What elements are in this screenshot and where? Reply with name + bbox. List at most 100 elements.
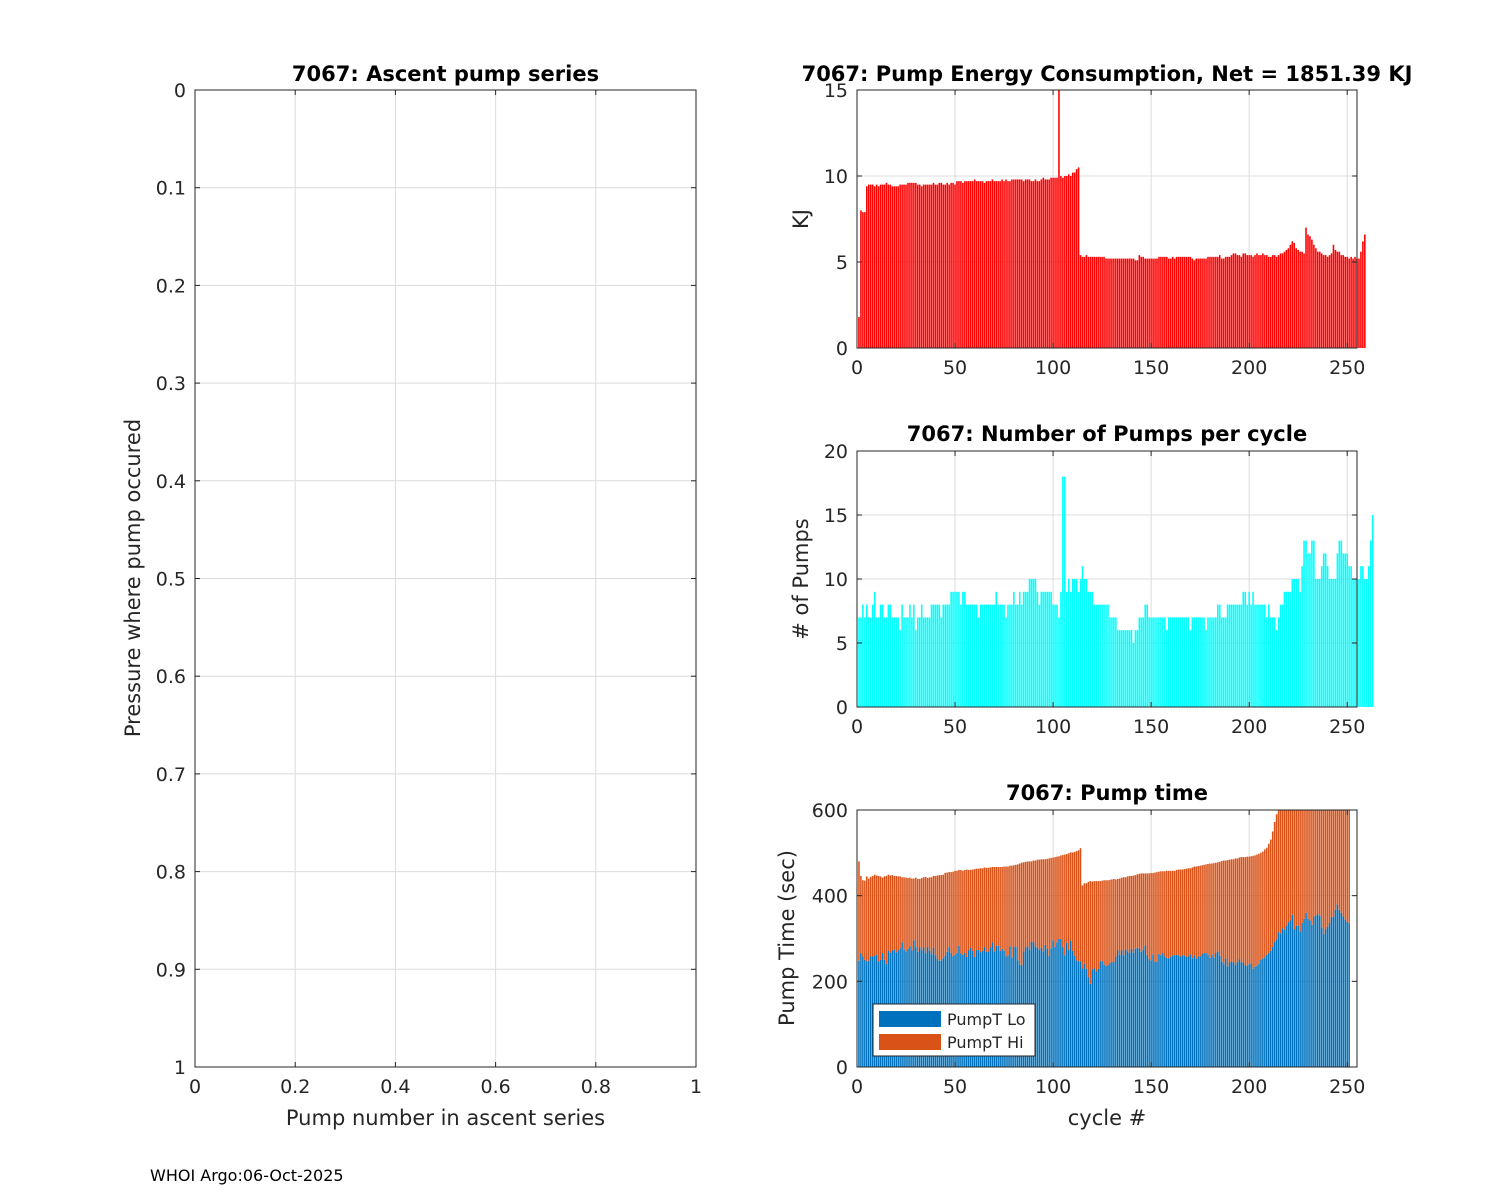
y-tick-label: 0.6 xyxy=(156,666,186,688)
bar xyxy=(1069,591,1072,707)
bar xyxy=(1297,249,1299,348)
bar xyxy=(1318,251,1321,348)
bar xyxy=(913,182,915,348)
bar xyxy=(1222,617,1225,707)
bar xyxy=(1073,172,1076,348)
bar-pumpt-hi xyxy=(1089,881,1092,984)
bar xyxy=(1142,617,1145,707)
x-tick-label: 200 xyxy=(1231,357,1267,379)
bar xyxy=(901,604,903,707)
bar-pumpt-lo xyxy=(1252,968,1254,1067)
bar xyxy=(1271,255,1274,348)
bar xyxy=(1189,630,1192,707)
bar xyxy=(1346,256,1348,348)
bar xyxy=(860,210,862,348)
bar xyxy=(1309,236,1311,348)
bar xyxy=(1087,256,1090,348)
bar xyxy=(1007,604,1009,707)
bar-pumpt-hi xyxy=(1301,810,1303,924)
bar-pumpt-lo xyxy=(1283,929,1286,1067)
bar-pumpt-hi xyxy=(858,861,860,961)
bar xyxy=(1046,179,1048,348)
bar-pumpt-hi xyxy=(1038,859,1041,950)
bar xyxy=(1167,617,1170,707)
bar-pumpt-hi xyxy=(1220,860,1223,962)
bar xyxy=(1124,630,1127,707)
bar-pumpt-hi xyxy=(1320,810,1323,928)
bar xyxy=(1264,604,1266,707)
y-tick-label: 5 xyxy=(836,633,848,655)
bar-pumpt-hi xyxy=(1001,866,1003,949)
bar-pumpt-lo xyxy=(1279,933,1282,1067)
bar xyxy=(1371,515,1374,707)
bar-pumpt-hi xyxy=(1234,858,1237,965)
bar-pumpt-hi xyxy=(971,869,974,951)
bar-pumpt-hi xyxy=(952,871,954,957)
bar-pumpt-hi xyxy=(889,875,892,953)
bar-pumpt-hi xyxy=(960,869,962,954)
bar-pumpt-hi xyxy=(1134,875,1137,949)
bar-pumpt-lo xyxy=(1183,955,1186,1067)
bar-pumpt-lo xyxy=(1136,947,1139,1067)
bar xyxy=(899,630,901,707)
bar-pumpt-hi xyxy=(1113,878,1115,963)
bar xyxy=(1167,258,1170,348)
bar-pumpt-hi xyxy=(1222,860,1225,965)
bar xyxy=(877,186,880,348)
bar xyxy=(1066,176,1068,348)
bar xyxy=(1328,255,1331,348)
bar-pumpt-hi xyxy=(1271,831,1274,948)
bar-pumpt-lo xyxy=(1156,962,1158,1067)
bar xyxy=(1036,591,1039,707)
bar-pumpt-lo xyxy=(1299,931,1301,1067)
bar xyxy=(1275,630,1278,707)
bar-pumpt-hi xyxy=(1052,857,1054,941)
bar xyxy=(1132,258,1135,348)
y-tick-label: 10 xyxy=(824,166,848,188)
bar-pumpt-hi xyxy=(1177,869,1180,956)
bar xyxy=(920,186,923,348)
bar xyxy=(981,604,984,707)
bar xyxy=(1079,579,1082,707)
bar xyxy=(1044,179,1047,348)
bar-pumpt-lo xyxy=(1348,923,1350,1067)
bar-pumpt-lo xyxy=(1126,951,1129,1067)
bar-pumpt-lo xyxy=(1132,952,1135,1067)
bar xyxy=(1201,617,1203,707)
bar-pumpt-hi xyxy=(1262,851,1264,959)
bar xyxy=(1099,604,1101,707)
bar-pumpt-lo xyxy=(1162,953,1164,1067)
bar-pumpt-lo xyxy=(1195,958,1197,1067)
bar-pumpt-hi xyxy=(1079,848,1082,962)
footer-stamp: WHOI Argo:06-Oct-2025 xyxy=(150,1166,344,1185)
bar xyxy=(1218,604,1221,707)
bar-pumpt-hi xyxy=(1295,810,1297,926)
bar xyxy=(1246,255,1248,348)
bar xyxy=(1317,579,1319,707)
x-tick-label: 250 xyxy=(1329,1076,1365,1098)
bar xyxy=(881,604,884,707)
y-axis-label: # of Pumps xyxy=(789,518,813,640)
bar-pumpt-lo xyxy=(1140,951,1143,1067)
bar-pumpt-hi xyxy=(1293,810,1296,930)
bar xyxy=(1064,176,1066,348)
ticks: 0 0.2 0.4 0.6 0.8 100.10.20.30.40.50.60.70.80… xyxy=(156,80,702,1098)
bar-pumpt-hi xyxy=(1171,870,1174,956)
bar-pumpt-hi xyxy=(973,869,976,957)
bar xyxy=(866,186,868,348)
bar xyxy=(973,604,976,707)
bar-pumpt-hi xyxy=(1224,860,1227,959)
bar xyxy=(1009,604,1011,707)
bar-pumpt-hi xyxy=(915,877,917,948)
bar xyxy=(1283,591,1286,707)
bar xyxy=(1017,604,1019,707)
bar xyxy=(1058,90,1060,348)
bar xyxy=(1122,258,1125,348)
bar xyxy=(1075,169,1078,348)
bar-pumpt-hi xyxy=(1328,810,1331,924)
bar-pumpt-hi xyxy=(1003,866,1005,951)
bar xyxy=(1217,256,1219,348)
bar xyxy=(1005,617,1007,707)
bar-pumpt-hi xyxy=(975,868,978,951)
bar-pumpt-lo xyxy=(1311,924,1313,1067)
